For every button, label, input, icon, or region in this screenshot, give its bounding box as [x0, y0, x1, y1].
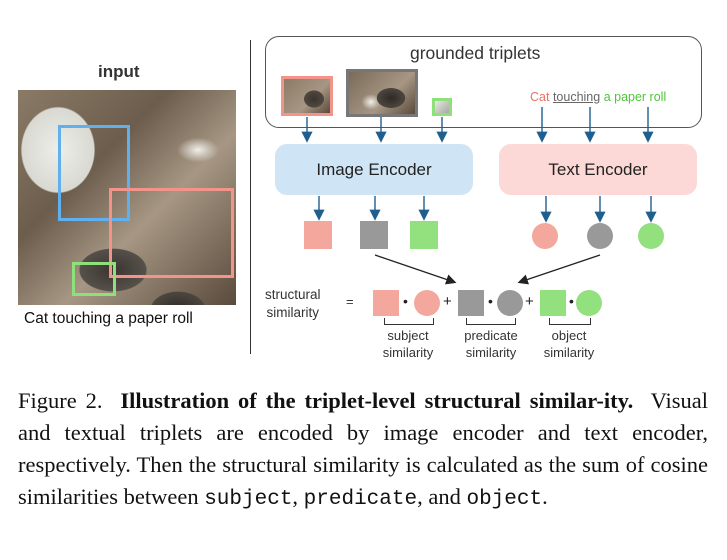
- predicate-bbox: [109, 188, 234, 278]
- formula-dot-predicate: •: [488, 293, 493, 309]
- figure-caption: Figure 2. Illustration of the triplet-le…: [18, 385, 708, 516]
- figure-body: Visual and textual triplets are encoded …: [18, 388, 709, 509]
- predicate-image-feature: [360, 221, 388, 249]
- object-bbox: [72, 262, 116, 296]
- arrows-layer: [301, 107, 657, 285]
- predicate-similarity-line1: predicate: [464, 328, 518, 343]
- code-subject: subject: [204, 488, 293, 511]
- formula-subject-circle: [414, 290, 440, 316]
- predicate-text-feature: [587, 223, 613, 249]
- formula-predicate-square: [458, 290, 484, 316]
- formula-object-square: [540, 290, 566, 316]
- image-encoder-block: Image Encoder: [275, 144, 473, 195]
- subject-similarity-line1: subject: [387, 328, 429, 343]
- formula-subject-square: [373, 290, 399, 316]
- caption-period: .: [542, 484, 548, 509]
- object-similarity-label: object similarity: [533, 327, 605, 361]
- plus-sign-1: +: [443, 293, 452, 310]
- image-encoder-label: Image Encoder: [316, 159, 432, 179]
- predicate-similarity-line2: similarity: [465, 345, 517, 360]
- text-triplet-predicate: touching: [552, 90, 601, 104]
- caption-comma: ,: [292, 484, 299, 509]
- object-thumbnail: [432, 98, 452, 116]
- text-triplet: Cat touching a paper roll: [530, 90, 666, 104]
- plus-sign-2: +: [525, 293, 534, 310]
- object-similarity-line2: similarity: [543, 345, 595, 360]
- object-text-feature: [638, 223, 664, 249]
- subject-similarity-label: subject similarity: [372, 327, 444, 361]
- equals-sign: =: [346, 294, 354, 309]
- subject-image-feature: [304, 221, 332, 249]
- text-encoder-label: Text Encoder: [548, 159, 648, 179]
- formula-predicate-circle: [497, 290, 523, 316]
- structural-similarity-line1: structural: [265, 287, 321, 302]
- code-predicate: predicate: [303, 488, 418, 511]
- figure-label: Figure 2.: [18, 388, 103, 413]
- subject-brace: [384, 318, 434, 325]
- text-triplet-subject: Cat: [530, 90, 550, 104]
- grounded-triplets-title: grounded triplets: [410, 43, 541, 63]
- object-image-feature: [410, 221, 438, 249]
- text-triplet-object: a paper roll: [603, 90, 667, 104]
- subject-text-feature: [532, 223, 558, 249]
- formula-object-circle: [576, 290, 602, 316]
- grounded-triplets-box: [265, 36, 702, 128]
- subject-similarity-line2: similarity: [382, 345, 434, 360]
- object-similarity-line1: object: [551, 328, 587, 343]
- code-object: object: [466, 488, 543, 511]
- object-brace: [549, 318, 591, 325]
- input-photo: [18, 90, 236, 305]
- subject-thumbnail: [281, 76, 333, 116]
- input-title: input: [98, 62, 140, 81]
- formula-dot-subject: •: [403, 293, 408, 309]
- structural-similarity-label: structural similarity: [265, 286, 321, 322]
- predicate-thumbnail: [346, 69, 418, 117]
- predicate-brace: [466, 318, 516, 325]
- figure-title: Illustration of the triplet-level struct…: [120, 388, 634, 413]
- caption-and: , and: [417, 484, 461, 509]
- text-encoder-block: Text Encoder: [499, 144, 697, 195]
- predicate-similarity-label: predicate similarity: [454, 327, 528, 361]
- structural-similarity-line2: similarity: [266, 305, 320, 320]
- subject-bbox: [58, 125, 130, 221]
- formula-dot-object: •: [569, 293, 574, 309]
- vertical-divider: [250, 40, 251, 354]
- input-caption: Cat touching a paper roll: [24, 310, 193, 327]
